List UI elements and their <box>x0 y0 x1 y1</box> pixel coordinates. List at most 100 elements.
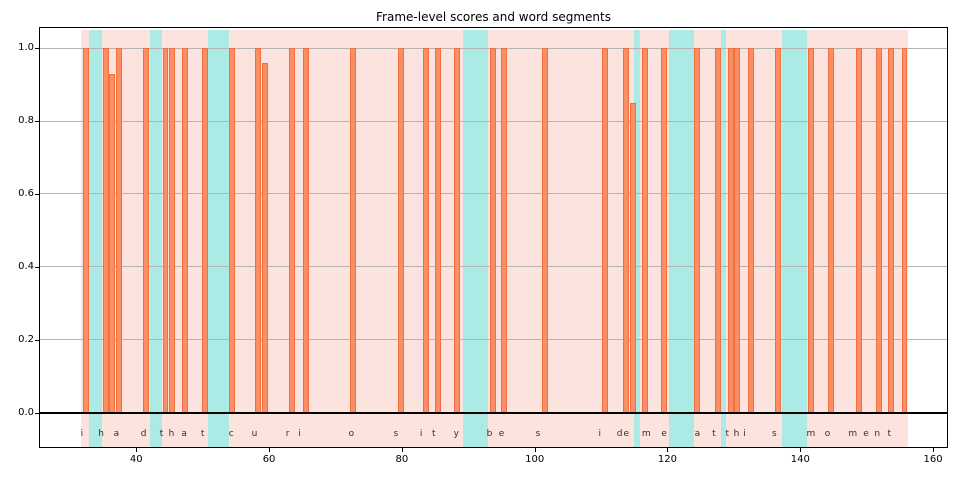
score-bar <box>542 48 549 413</box>
score-bar <box>501 48 508 413</box>
zero-line <box>40 411 947 414</box>
pause-span <box>149 30 163 447</box>
word-letter: b <box>486 428 493 439</box>
score-bar <box>349 48 356 413</box>
pause-span <box>721 30 726 447</box>
chart-title: Frame-level scores and word segments <box>376 10 611 24</box>
word-letter: h <box>98 428 104 439</box>
x-tick-label: 100 <box>525 454 545 465</box>
score-bar <box>734 48 741 413</box>
word-letter: y <box>453 428 459 439</box>
score-bar <box>661 48 668 413</box>
word-letter: t <box>712 428 716 439</box>
score-bar <box>775 48 782 413</box>
x-tick-mark <box>534 448 536 452</box>
word-letter: n <box>874 428 881 439</box>
pause-span <box>462 30 489 447</box>
score-bar <box>602 48 609 413</box>
word-letter: d <box>616 428 623 439</box>
word-letter: t <box>200 428 205 439</box>
pause-span <box>89 30 103 447</box>
word-letter: o <box>824 428 831 439</box>
score-bar <box>423 48 430 413</box>
x-tick-label: 60 <box>262 454 276 465</box>
y-tick-mark <box>35 412 39 414</box>
word-letter: h <box>733 428 740 439</box>
word-letter: i <box>419 428 423 439</box>
x-tick-mark <box>136 448 138 452</box>
score-bar <box>435 48 442 413</box>
word-letter: i <box>298 428 301 439</box>
score-bar <box>807 48 814 413</box>
word-letter: s <box>772 428 777 439</box>
score-bar <box>694 48 701 413</box>
word-letter: s <box>393 428 399 439</box>
x-tick-mark <box>800 448 802 452</box>
x-tick-mark <box>401 448 403 452</box>
y-tick-mark <box>35 193 39 195</box>
score-bar <box>83 48 90 413</box>
score-bar <box>182 48 189 413</box>
word-letter: i <box>80 428 84 439</box>
word-letter: m <box>641 428 651 439</box>
word-letter: i <box>598 428 601 439</box>
y-tick-mark <box>35 121 39 123</box>
y-tick-mark <box>35 48 39 50</box>
score-bar <box>255 48 262 413</box>
word-letter: t <box>887 428 891 439</box>
word-letter: e <box>661 428 667 439</box>
score-bar <box>162 48 169 413</box>
word-letter: c <box>228 428 234 439</box>
score-bar <box>169 48 176 413</box>
y-tick-label: 1.0 <box>18 42 34 54</box>
x-tick-label: 160 <box>923 454 943 465</box>
word-letter: t <box>159 428 164 439</box>
score-bar <box>202 48 209 413</box>
score-bar <box>875 48 882 413</box>
score-bar <box>142 48 149 413</box>
x-tick-label: 40 <box>129 454 143 465</box>
word-letter: e <box>863 428 869 439</box>
score-bar <box>629 102 636 413</box>
score-bar <box>489 48 496 413</box>
x-tick-label: 120 <box>657 454 678 465</box>
x-tick-label: 140 <box>790 454 810 465</box>
word-letter: o <box>348 428 355 439</box>
pause-span <box>634 30 641 447</box>
word-letter: i <box>743 428 746 439</box>
word-letter: t <box>431 428 436 439</box>
score-bar <box>622 48 629 413</box>
score-bar <box>288 48 295 413</box>
word-letter: m <box>848 428 858 439</box>
score-bar <box>397 48 404 413</box>
score-bar <box>116 48 122 413</box>
word-letter: e <box>498 428 505 439</box>
score-bar <box>901 48 908 413</box>
y-tick-label: 0.8 <box>18 115 34 127</box>
word-letter: h <box>168 428 175 439</box>
score-bar <box>102 48 109 413</box>
word-letter: t <box>725 428 729 439</box>
word-letter: a <box>113 428 120 439</box>
word-letter: s <box>535 428 541 439</box>
score-bar <box>228 48 235 413</box>
pause-span <box>207 30 229 447</box>
score-bar <box>109 73 116 413</box>
word-letter: a <box>181 428 187 439</box>
word-letter: u <box>251 428 258 439</box>
score-bar <box>453 48 460 413</box>
score-bar <box>827 48 834 413</box>
score-bar <box>748 48 755 413</box>
y-tick-label: 0.2 <box>18 333 34 345</box>
score-bar <box>888 48 895 413</box>
y-tick-label: 0.0 <box>18 406 34 418</box>
x-tick-mark <box>933 448 935 452</box>
y-tick-label: 0.6 <box>18 187 34 199</box>
score-bar <box>856 48 863 413</box>
y-tick-mark <box>35 266 39 268</box>
score-bar <box>714 48 721 413</box>
word-letter: a <box>694 428 701 439</box>
word-letter: e <box>623 428 630 439</box>
